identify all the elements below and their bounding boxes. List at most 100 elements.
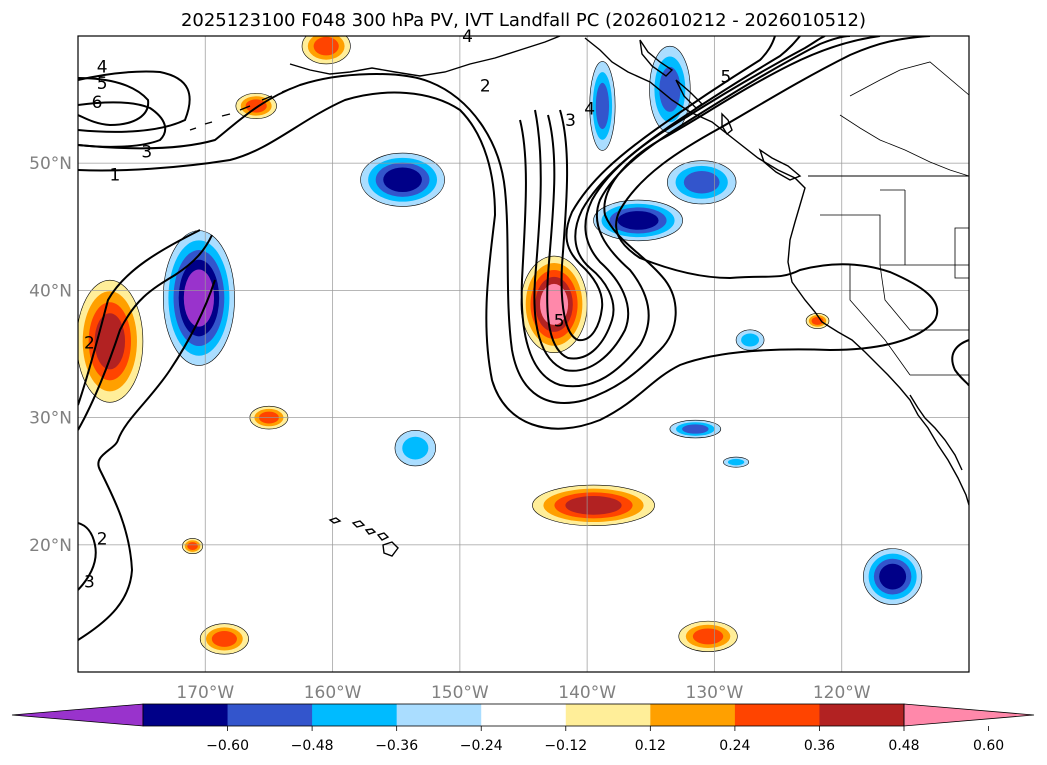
pv-anomaly-band [313, 36, 339, 56]
colorbar-tick-label: 0.24 [719, 738, 750, 754]
colorbar-tick-label: 0.60 [973, 738, 1004, 754]
pv-anomaly-positive-12 [199, 623, 249, 655]
contour-label: 5 [720, 68, 731, 88]
contour-label: 2 [480, 76, 491, 96]
baja-coastline [909, 394, 963, 471]
pv-anomaly-negative-15 [669, 419, 722, 439]
colorbar-segment [227, 704, 313, 726]
lon-tick-label: 170°W [176, 683, 234, 703]
aleutian-islands [189, 87, 293, 131]
chart-title: 2025123100 F048 300 hPa PV, IVT Landfall… [180, 10, 867, 31]
ivt-contour-southwest-a [78, 234, 213, 431]
map-frame [77, 35, 970, 673]
pv-anomaly-positive-20 [805, 312, 830, 329]
canada-interior-borders [839, 61, 969, 177]
axis-tick-labels: 170°W 160°W 150°W 140°W 130°W 120°W 20°N 30°N 40… [29, 154, 871, 703]
pv-anomaly-positive-4 [520, 255, 588, 354]
contour-label: 3 [84, 573, 95, 593]
lon-tick-label: 120°W [813, 683, 871, 703]
colorbar-frame [142, 703, 905, 727]
ivt-contour-southwest-c [78, 279, 216, 641]
lon-tick-label: 150°W [431, 683, 489, 703]
aleutian-coastline [289, 36, 561, 77]
lon-tick-label: 130°W [686, 683, 744, 703]
colorbar-tick-label: −0.60 [206, 738, 249, 754]
ivt-contour-east-a [951, 339, 969, 387]
pv-anomaly-band [692, 628, 724, 645]
pv-anomaly-band [682, 424, 709, 434]
pv-anomaly-negative-8 [589, 61, 616, 151]
pv-anomaly-band [211, 630, 237, 647]
colorbar-segment [143, 704, 229, 726]
pv-anomaly-negative-1 [360, 152, 445, 207]
pv-anomaly-negative-9 [649, 45, 691, 133]
colorbar-tick-label: 0.12 [635, 738, 666, 754]
colorbar-tick-label: −0.24 [460, 738, 503, 754]
pv-anomaly-positive-3 [78, 279, 144, 403]
pv-anomaly-band [183, 269, 215, 327]
colorbar-segment [819, 704, 905, 726]
contour-label: 4 [97, 57, 108, 77]
pv-anomaly-band [879, 563, 907, 590]
north-america-coastline [584, 37, 969, 506]
vancouver-island-coastline [758, 148, 802, 181]
contour-label: 2 [84, 333, 95, 353]
contour-label: 3 [141, 143, 152, 163]
contour-label: 2 [97, 529, 108, 549]
colorbar-segment [565, 704, 651, 726]
colorbar-tick-label: 0.48 [888, 738, 919, 754]
pv-anomaly-band [659, 66, 681, 112]
pv-anomaly-band [383, 167, 422, 193]
contour-label: 1 [109, 165, 120, 185]
pv-anomaly-band [565, 496, 622, 515]
pv-anomaly-positive-19 [182, 538, 204, 555]
lat-tick-label: 40°N [29, 281, 72, 301]
pv-anomaly-positive-18 [235, 92, 277, 119]
pv-anomaly-negative-21 [723, 456, 750, 468]
ivt-contour-4 [78, 36, 826, 372]
hawaii-coastline [328, 517, 399, 557]
lon-tick-label: 160°W [304, 683, 362, 703]
colorbar-tick-label: −0.36 [375, 738, 418, 754]
pv-anomaly-band [595, 82, 610, 130]
pv-anomaly-band [187, 542, 198, 551]
pv-anomaly-positive-5 [532, 484, 655, 527]
colorbar-segment [650, 704, 736, 726]
pv-anomaly-negative-16 [735, 329, 765, 351]
contour-label: 5 [97, 74, 108, 94]
lat-tick-label: 20°N [29, 536, 72, 556]
ivt-contours [78, 36, 969, 641]
contour-label: 4 [584, 99, 595, 119]
pv-anomaly-band [617, 211, 659, 230]
lat-tick-label: 30°N [29, 409, 72, 429]
haida-gwaii-coastline [721, 112, 733, 136]
colorbar-tick-label: −0.48 [291, 738, 334, 754]
pv-anomaly-positive-11 [678, 620, 738, 652]
colorbar-extend-high [903, 703, 1035, 727]
colorbar-segment [734, 704, 820, 726]
ivt-contour-southwest-b [78, 229, 201, 406]
contour-label: 4 [462, 27, 473, 47]
colorbar: −0.60 −0.48 −0.36 −0.24 −0.12 0.12 0.24 0.36 0.4… [11, 703, 1035, 754]
pv-anomaly-band [727, 458, 745, 466]
pv-anomaly-band [94, 313, 126, 370]
lat-tick-label: 50°N [29, 154, 72, 174]
colorbar-tick-label: 0.36 [804, 738, 835, 754]
colorbar-segment [396, 704, 482, 726]
coastlines [189, 36, 969, 557]
contour-label: 3 [565, 111, 576, 131]
ivt-contour-southwest-d [78, 522, 97, 591]
ivt-contour-6 [559, 36, 776, 342]
pv-anomaly-negative-6 [593, 199, 683, 242]
colorbar-tick-label: −0.12 [544, 738, 587, 754]
pv-anomaly-negative-7 [667, 160, 737, 205]
pv-anomaly-band [741, 333, 760, 347]
contour-label: 6 [92, 93, 103, 113]
contour-label: 5 [554, 312, 565, 332]
pv-anomaly-negative-14 [394, 430, 436, 467]
pv-anomaly-band [402, 436, 429, 460]
ivt-contour-5 [78, 36, 801, 360]
colorbar-extend-low [11, 703, 144, 727]
